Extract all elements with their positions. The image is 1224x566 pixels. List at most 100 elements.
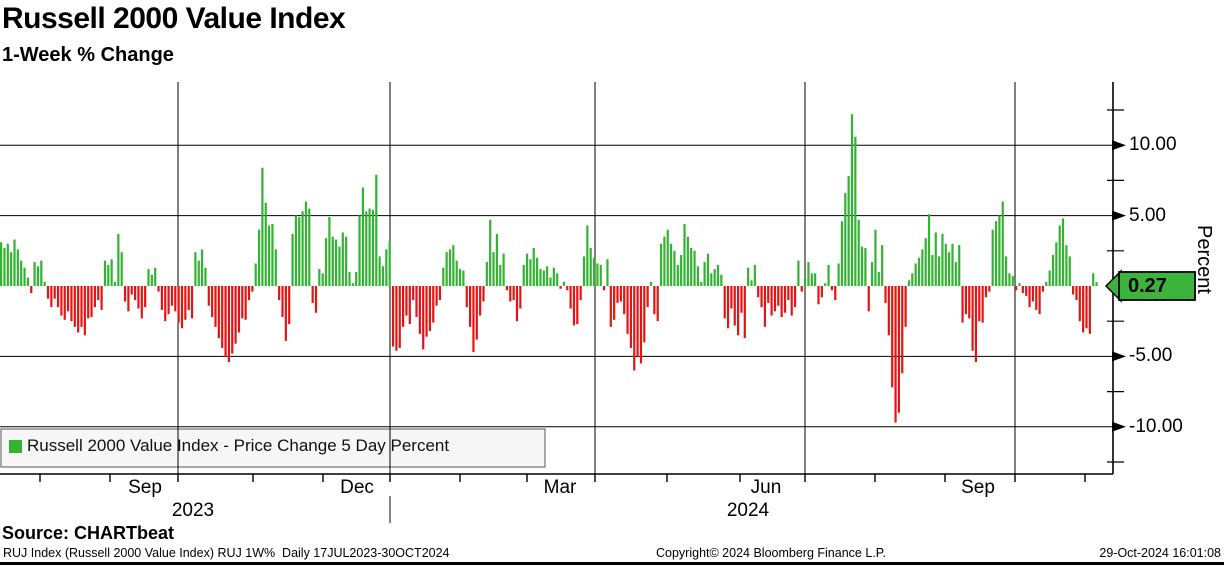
bar bbox=[291, 233, 294, 286]
bar bbox=[455, 260, 458, 286]
bar bbox=[626, 286, 629, 334]
bar bbox=[418, 286, 421, 334]
bar bbox=[837, 263, 840, 286]
bar bbox=[713, 269, 716, 286]
bar bbox=[941, 233, 944, 286]
y-tick-label: 10.00 bbox=[1129, 134, 1177, 156]
bar bbox=[998, 215, 1001, 286]
y-major-tick-arrow bbox=[1112, 140, 1126, 151]
bar bbox=[452, 245, 455, 286]
bar bbox=[63, 286, 66, 320]
bar bbox=[646, 286, 649, 308]
bar bbox=[606, 259, 609, 286]
bar bbox=[525, 253, 529, 286]
x-year-label: 2024 bbox=[726, 500, 770, 521]
bar bbox=[934, 232, 937, 286]
bar bbox=[1018, 283, 1021, 286]
legend-label: Russell 2000 Value Index - Price Change … bbox=[27, 436, 450, 455]
bar bbox=[254, 263, 257, 286]
bar bbox=[415, 286, 418, 317]
bar bbox=[311, 286, 314, 303]
bar bbox=[974, 286, 978, 363]
bar bbox=[170, 286, 174, 306]
bar bbox=[1021, 286, 1024, 294]
bar bbox=[278, 286, 281, 301]
bar bbox=[157, 286, 160, 292]
bar bbox=[351, 283, 354, 286]
bar bbox=[686, 236, 689, 286]
bar bbox=[961, 286, 964, 323]
bar bbox=[70, 286, 73, 322]
x-year-label: 2023 bbox=[171, 500, 215, 521]
bar bbox=[268, 225, 271, 286]
bar bbox=[177, 286, 180, 323]
bar bbox=[676, 264, 679, 286]
bar bbox=[763, 286, 766, 327]
bar bbox=[897, 286, 900, 413]
bar bbox=[532, 247, 535, 286]
bar bbox=[43, 281, 46, 286]
bar bbox=[649, 281, 653, 286]
bar bbox=[167, 286, 170, 315]
y-tick-label: 5.00 bbox=[1129, 204, 1166, 226]
y-major-tick-arrow bbox=[1112, 351, 1126, 362]
bar bbox=[368, 208, 371, 286]
bar bbox=[592, 257, 596, 286]
bar bbox=[515, 286, 519, 322]
bar bbox=[197, 260, 200, 286]
bar bbox=[127, 286, 130, 312]
bar bbox=[807, 262, 810, 286]
bar bbox=[1041, 286, 1045, 292]
bar bbox=[938, 256, 941, 286]
bar bbox=[944, 243, 947, 286]
bar bbox=[747, 267, 750, 286]
bar bbox=[887, 286, 890, 336]
bar bbox=[1038, 286, 1041, 315]
bar bbox=[10, 252, 13, 286]
bar bbox=[569, 286, 572, 309]
y-major-tick-arrow bbox=[1112, 210, 1126, 221]
bar bbox=[164, 286, 167, 322]
bar bbox=[556, 273, 559, 286]
bar bbox=[1068, 256, 1071, 286]
bar bbox=[298, 217, 301, 286]
bar bbox=[422, 286, 425, 350]
bar bbox=[562, 281, 565, 286]
bar bbox=[462, 270, 465, 286]
bar bbox=[308, 208, 311, 286]
bar bbox=[338, 246, 341, 286]
bar bbox=[1055, 242, 1058, 286]
bar bbox=[589, 247, 592, 286]
bar bbox=[706, 253, 710, 286]
bar bbox=[221, 286, 224, 348]
bar bbox=[204, 267, 207, 286]
bar bbox=[552, 267, 555, 286]
bar bbox=[760, 286, 763, 308]
bar bbox=[36, 266, 40, 286]
bar bbox=[371, 209, 375, 286]
bar bbox=[1028, 286, 1031, 308]
bar bbox=[90, 286, 93, 317]
page-title: Russell 2000 Value Index bbox=[2, 2, 346, 35]
bar bbox=[1005, 256, 1008, 286]
bar bbox=[445, 252, 448, 286]
bar bbox=[720, 274, 723, 286]
bar bbox=[1065, 245, 1068, 286]
bar bbox=[871, 262, 874, 286]
bar bbox=[596, 263, 599, 286]
bar bbox=[988, 286, 991, 292]
x-month-label: Dec bbox=[340, 477, 374, 498]
bar bbox=[264, 202, 267, 286]
bar bbox=[767, 286, 770, 303]
bar bbox=[733, 286, 736, 326]
bar bbox=[673, 250, 676, 286]
bar bbox=[559, 286, 562, 289]
bar bbox=[227, 286, 230, 363]
bar bbox=[726, 286, 730, 329]
bar bbox=[921, 249, 924, 286]
bar bbox=[693, 250, 696, 286]
bar bbox=[237, 286, 241, 333]
bar bbox=[97, 286, 100, 301]
